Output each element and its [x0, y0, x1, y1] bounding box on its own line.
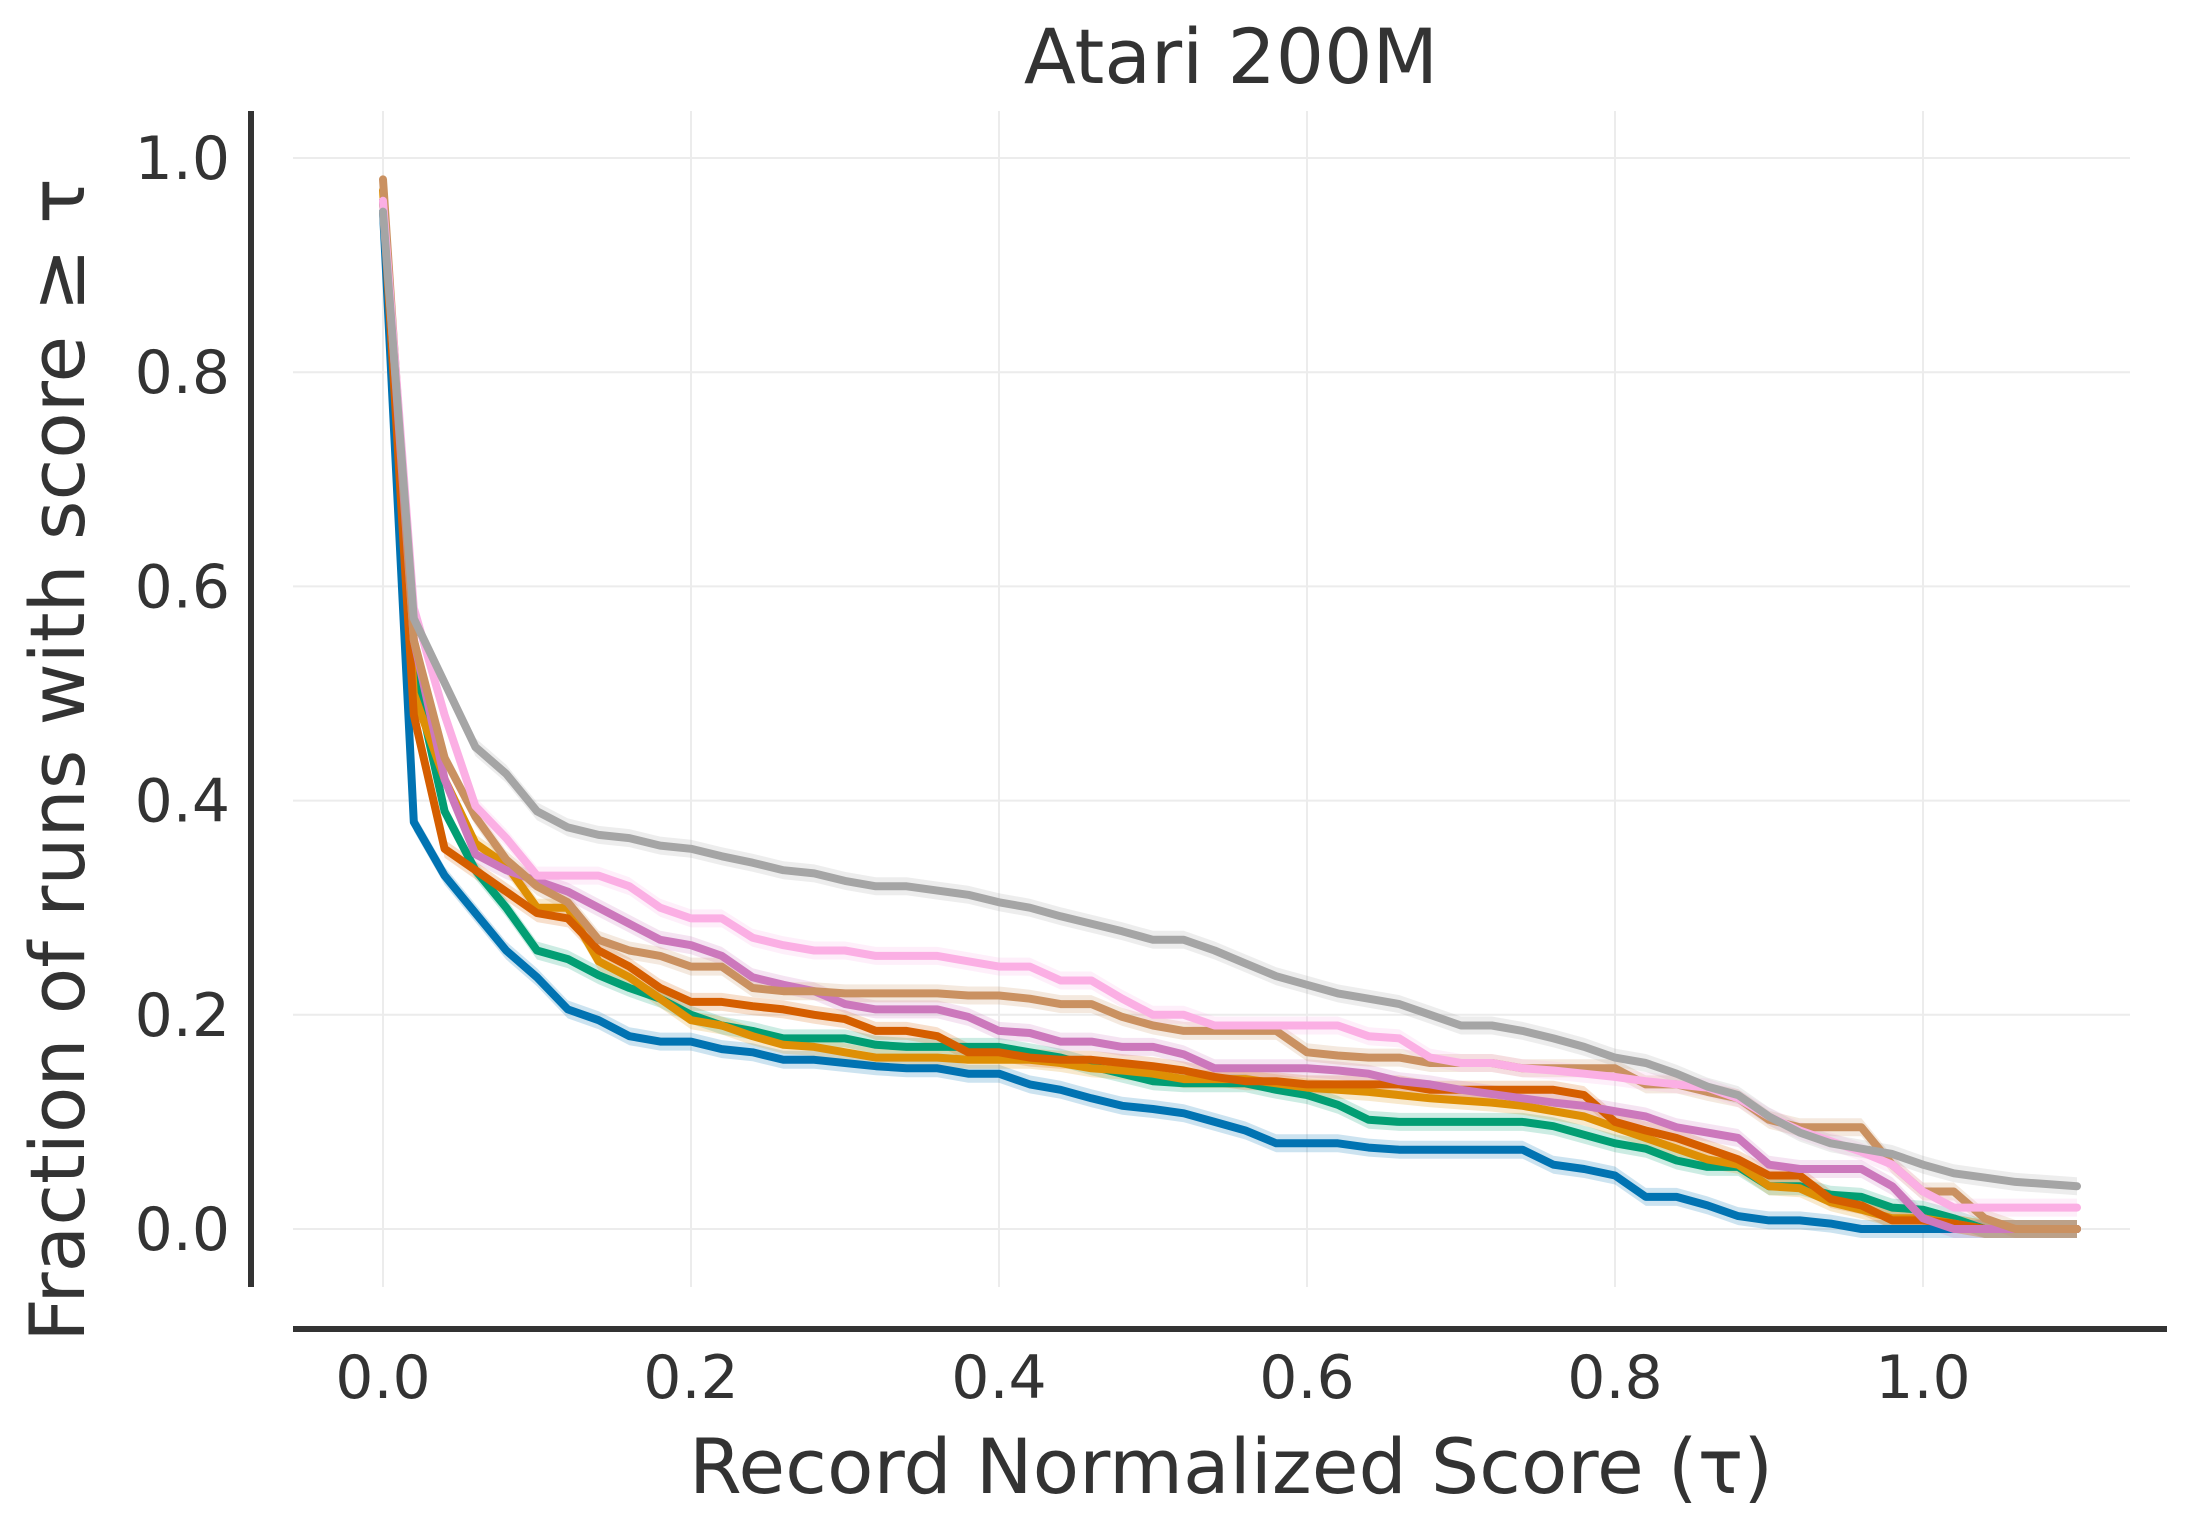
x-tick-label-2: 0.4 [951, 1343, 1046, 1413]
y-tick-label-5: 1.0 [135, 124, 230, 194]
series-line-4 [379, 196, 2081, 1233]
x-tick-label-4: 0.8 [1567, 1343, 1662, 1413]
series-line-0 [379, 207, 2081, 1233]
y-tick-label-3: 0.6 [135, 552, 230, 622]
series-line-7 [379, 207, 2081, 1191]
chart-title: Atari 200M [1024, 12, 1438, 101]
x-axis-label: Record Normalized Score (τ) [689, 1422, 1773, 1511]
y-tick-label-0: 0.0 [135, 1195, 230, 1265]
y-tick-label-2: 0.4 [135, 767, 230, 837]
series-lines [379, 175, 2081, 1233]
series-line-6 [379, 196, 2081, 1212]
y-tick-labels: 0.0 0.2 0.4 0.6 0.8 1.0 [135, 124, 230, 1265]
y-tick-label-4: 0.8 [135, 338, 230, 408]
x-tick-label-0: 0.0 [335, 1343, 430, 1413]
series-line-3 [379, 196, 2081, 1233]
y-tick-label-1: 0.2 [135, 981, 230, 1051]
x-tick-label-3: 0.6 [1259, 1343, 1354, 1413]
x-tick-label-1: 0.2 [643, 1343, 738, 1413]
x-tick-labels: 0.0 0.2 0.4 0.6 0.8 1.0 [335, 1343, 1970, 1413]
x-tick-label-5: 1.0 [1875, 1343, 1970, 1413]
grid-lines [293, 111, 2130, 1287]
y-axis-label: Fraction of runs with score ≥ τ [13, 178, 102, 1342]
